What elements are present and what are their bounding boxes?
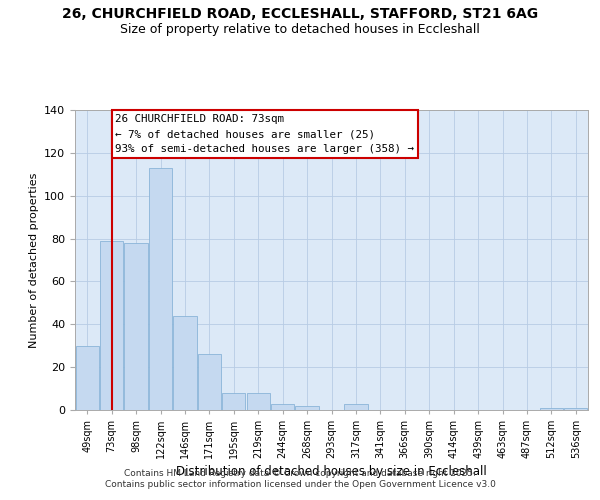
Bar [247,393,270,410]
Bar [198,354,221,410]
Bar [222,393,245,410]
Text: 26, CHURCHFIELD ROAD, ECCLESHALL, STAFFORD, ST21 6AG: 26, CHURCHFIELD ROAD, ECCLESHALL, STAFFO… [62,8,538,22]
Bar [124,243,148,410]
Bar [540,408,563,410]
Bar [271,404,294,410]
Y-axis label: Number of detached properties: Number of detached properties [29,172,38,348]
Bar [564,408,587,410]
Text: 26 CHURCHFIELD ROAD: 73sqm
← 7% of detached houses are smaller (25)
93% of semi-: 26 CHURCHFIELD ROAD: 73sqm ← 7% of detac… [115,114,415,154]
Text: Contains public sector information licensed under the Open Government Licence v3: Contains public sector information licen… [104,480,496,489]
Bar [295,406,319,410]
Bar [149,168,172,410]
X-axis label: Distribution of detached houses by size in Eccleshall: Distribution of detached houses by size … [176,466,487,478]
Text: Size of property relative to detached houses in Eccleshall: Size of property relative to detached ho… [120,22,480,36]
Text: Contains HM Land Registry data © Crown copyright and database right 2025.: Contains HM Land Registry data © Crown c… [124,468,476,477]
Bar [173,316,197,410]
Bar [344,404,368,410]
Bar [100,240,123,410]
Bar [76,346,99,410]
